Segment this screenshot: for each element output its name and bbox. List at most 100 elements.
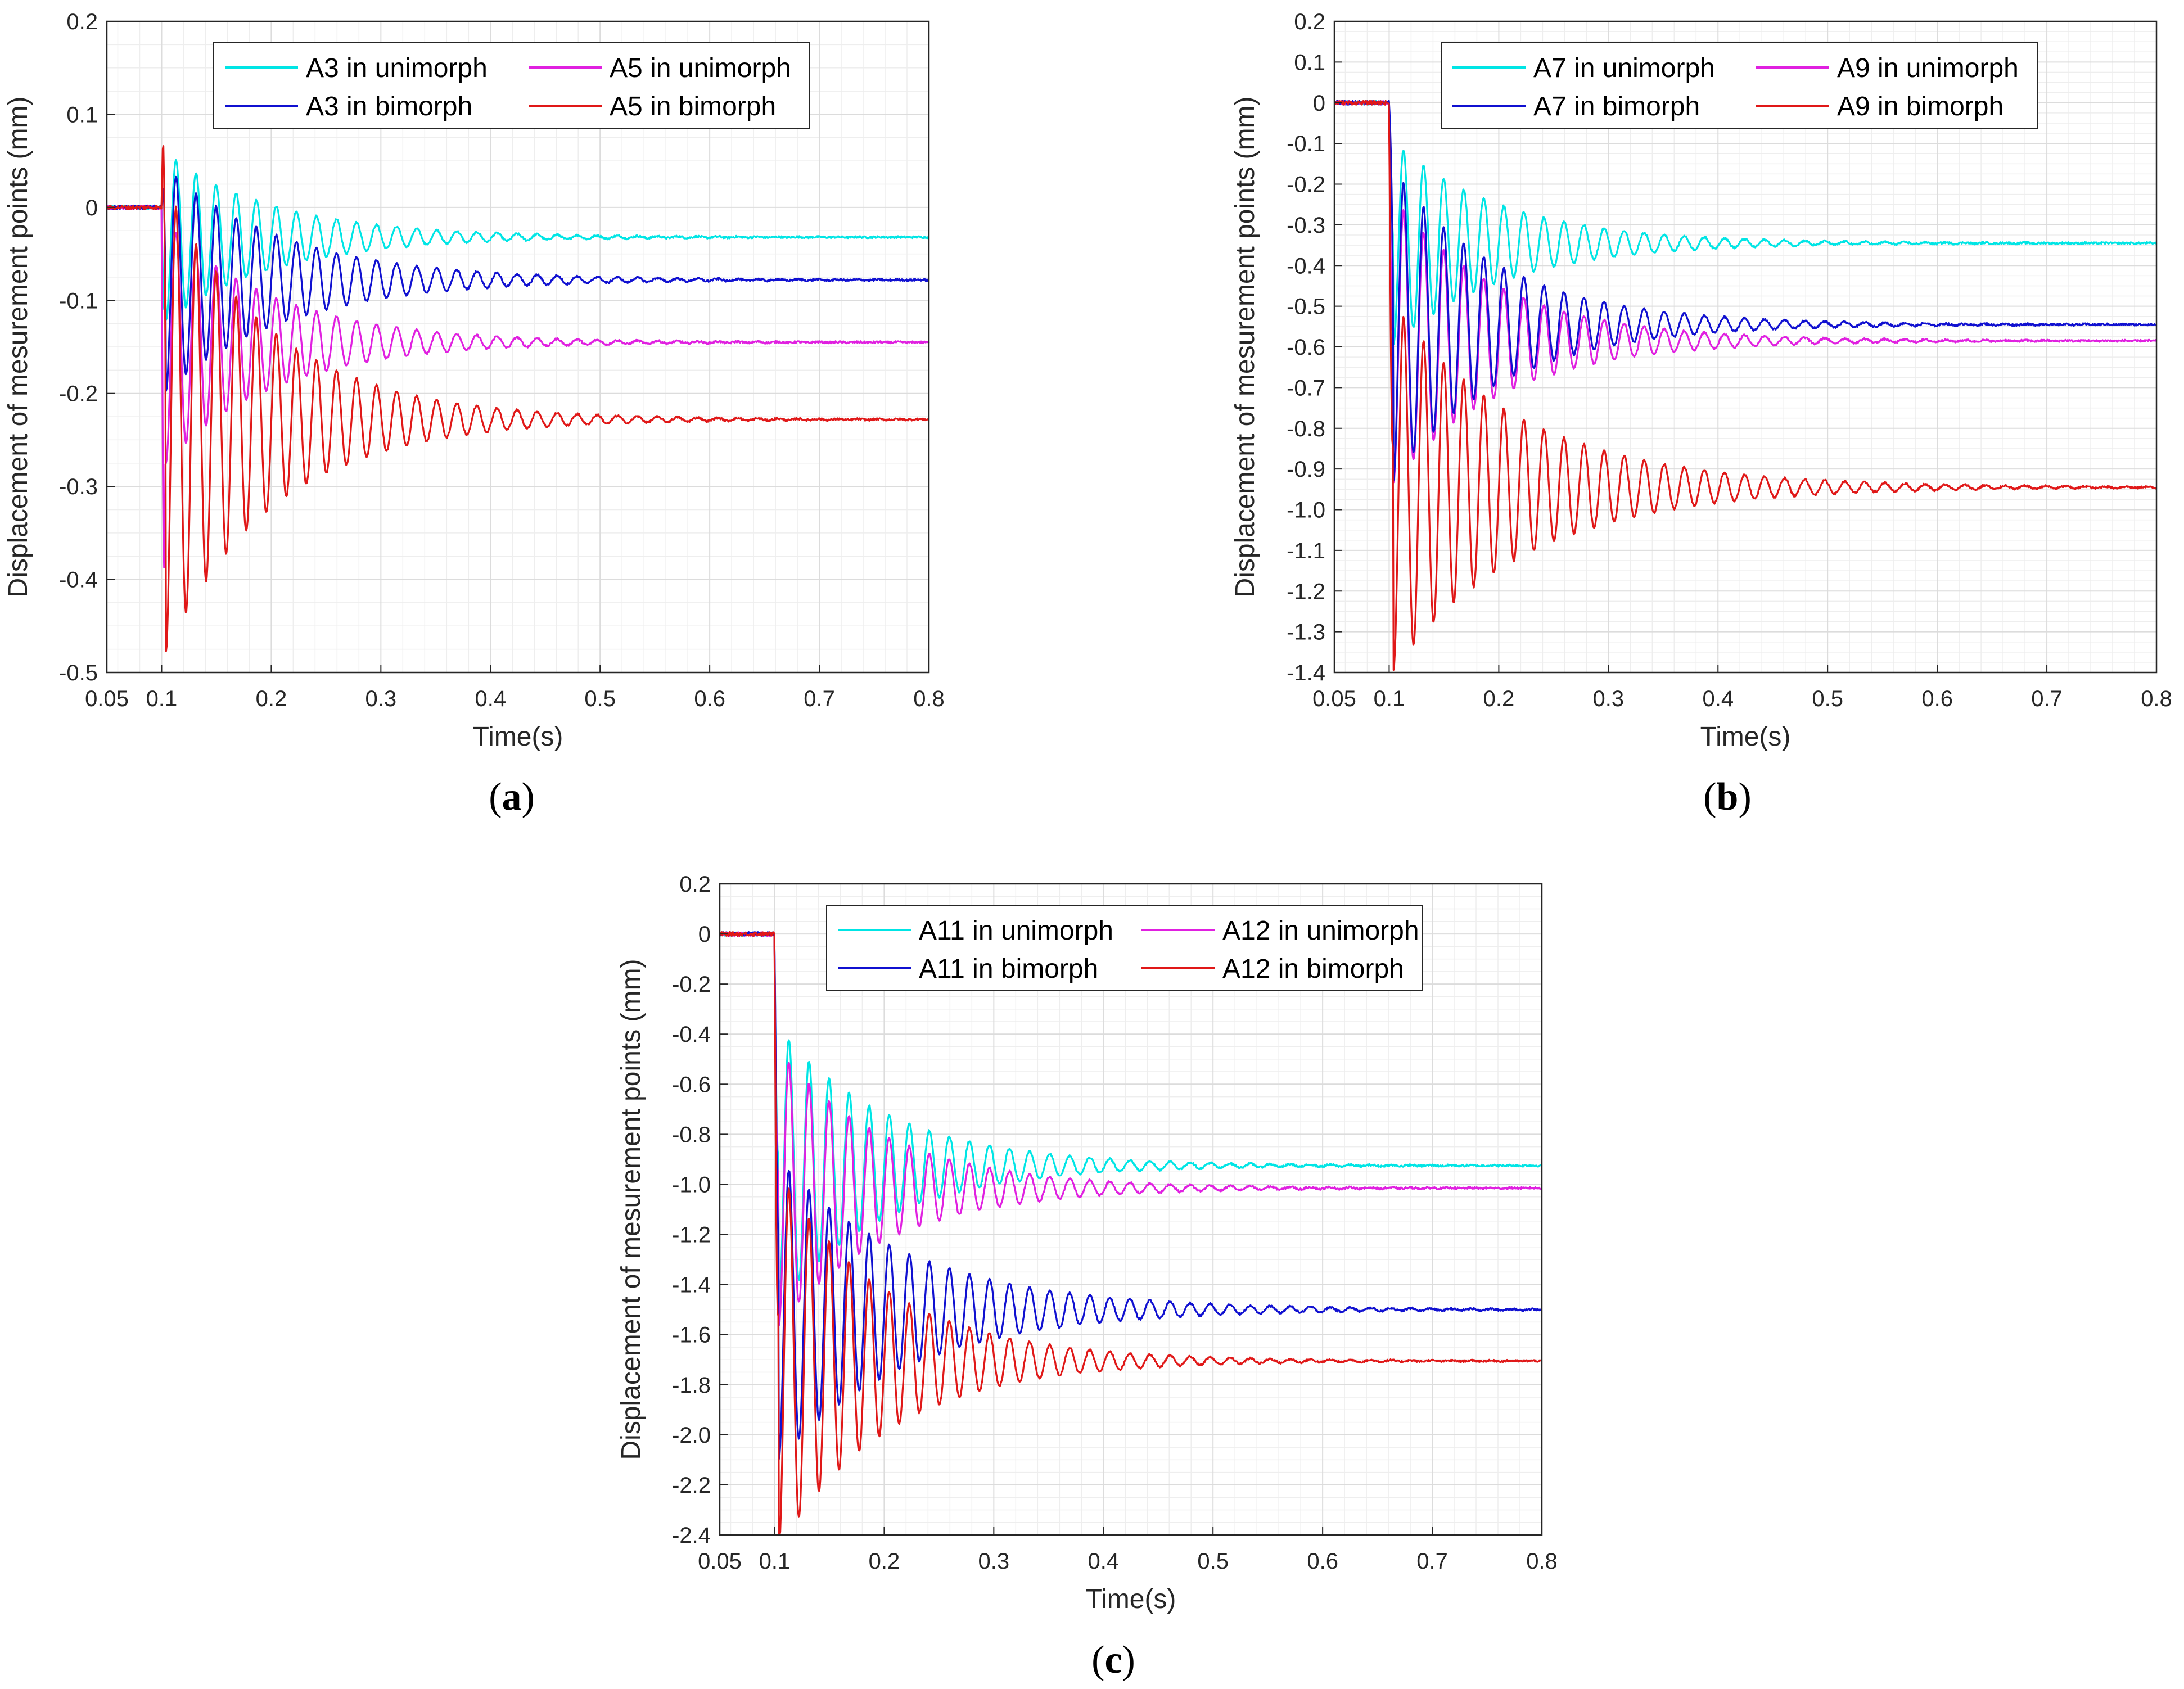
y-tick-label: -0.2 [672,972,711,997]
series-line-a11-in-unimorph [719,931,1543,1305]
x-tick-label: 0.05 [1312,687,1356,711]
panel-label: (a) [489,775,535,819]
y-tick-label: -2.0 [672,1423,711,1448]
y-tick-label: -0.3 [59,475,98,499]
y-tick-label: -0.5 [59,661,98,685]
y-tick-label: 0 [85,196,98,220]
y-tick-label: 0.1 [66,102,98,127]
x-tick-label: 0.4 [475,687,506,711]
legend-entry-a5-in-unimorph: A5 in unimorph [610,53,791,83]
legend-entry-a12-in-bimorph: A12 in bimorph [1222,954,1404,984]
y-tick-label: -1.2 [1287,579,1325,604]
y-tick-label: -1.3 [1287,620,1325,645]
legend-box [826,905,1423,991]
legend-entry-a7-in-bimorph: A7 in bimorph [1533,92,1700,121]
chart-panel-c: 0.05 0.1 0.2 0.3 0.4 0.5 0.6 0.7 0.8 0.2 0 -0.2 -0.4… [616,872,1558,1682]
series-line-a12-in-bimorph [719,931,1542,1536]
panel-label: (c) [1091,1638,1135,1682]
y-tick-label: -1.1 [1287,539,1325,563]
y-tick-label: -1.0 [1287,498,1325,523]
y-axis-label: Displacement of mesurement points (mm) [3,97,33,598]
y-tick-label: -0.4 [1287,254,1325,278]
y-axis-label: Displacement of mesurement points (mm) [1230,97,1260,598]
y-tick-label: -0.3 [1287,213,1325,238]
y-tick-label: -0.6 [1287,335,1325,360]
x-tick-label: 0.1 [759,1549,791,1574]
panel-letter: b [1717,775,1739,819]
chart-panel-b: 0.05 0.1 0.2 0.3 0.4 0.5 0.6 0.7 0.8 0.2 0.1 0 -0.1 -… [1230,10,2172,819]
series-line-a7-in-bimorph [1333,100,2157,481]
y-tick-label: -0.2 [59,382,98,407]
legend-entry-a5-in-bimorph: A5 in bimorph [610,92,776,121]
series-line-a11-in-bimorph [719,931,1542,1460]
y-tick-label: -0.4 [59,568,98,593]
x-tick-label: 0.8 [913,687,945,711]
y-tick-label: -1.8 [672,1373,711,1398]
x-tick-label: 0.5 [584,687,616,711]
y-tick-label: 0.2 [1294,10,1325,34]
y-axis-label: Displacement of mesurement points (mm) [616,959,646,1460]
legend: A11 in unimorph A12 in unimorph A11 in bim… [826,905,1423,991]
legend-entry-a12-in-unimorph: A12 in unimorph [1222,916,1419,946]
series-line-a3-in-bimorph [106,175,930,392]
x-tick-label: 0.3 [365,687,397,711]
x-tick-label: 0.1 [1374,687,1405,711]
x-tick-label: 0.6 [1921,687,1953,711]
legend-entry-a11-in-bimorph: A11 in bimorph [919,954,1098,984]
y-tick-label: -0.8 [672,1122,711,1147]
y-tick-label: -0.7 [1287,376,1325,400]
legend-entry-a9-in-bimorph: A9 in bimorph [1837,92,2003,121]
axes-box [719,883,1543,1536]
y-tick-label: -0.8 [1287,417,1325,441]
x-tick-label: 0.1 [146,687,178,711]
x-tick-label: 0.7 [804,687,835,711]
legend-box [213,42,810,129]
series-line-a3-in-unimorph [106,159,929,321]
y-tick-label: -1.4 [1287,661,1325,685]
legend: A3 in unimorph A5 in unimorph A3 in bimorp… [213,42,810,129]
y-tick-label: 0 [1313,91,1325,116]
x-tick-label: 0.6 [694,687,725,711]
y-tick-label: -0.1 [59,288,98,313]
y-tick-label: -0.5 [1287,295,1325,319]
x-tick-label: 0.2 [256,687,287,711]
x-tick-label: 0.05 [85,687,129,711]
x-tick-label: 0.6 [1307,1549,1338,1574]
series-line-a12-in-unimorph [719,931,1542,1326]
x-tick-label: 0.8 [2141,687,2172,711]
y-tick-label: -1.6 [672,1323,711,1348]
series-line-a7-in-unimorph [1333,100,2158,346]
panel-label: (b) [1703,775,1752,819]
x-tick-label: 0.7 [2031,687,2063,711]
x-tick-label: 0.5 [1812,687,1843,711]
x-axis-label: Time(s) [473,722,563,752]
x-tick-label: 0.4 [1088,1549,1119,1574]
x-tick-label: 0.2 [1483,687,1515,711]
y-tick-label: 0 [698,922,711,947]
legend-entry-a3-in-bimorph: A3 in bimorph [306,92,472,121]
y-tick-label: 0.2 [679,872,711,897]
x-tick-label: 0.3 [1593,687,1625,711]
x-tick-label: 0.8 [1526,1549,1558,1574]
legend-entry-a11-in-unimorph: A11 in unimorph [919,916,1113,946]
legend-entry-a7-in-unimorph: A7 in unimorph [1533,53,1715,83]
axes-box [106,20,930,674]
x-tick-label: 0.4 [1702,687,1734,711]
y-tick-label: -2.4 [672,1523,711,1548]
legend: A7 in unimorph A9 in unimorph A7 in bimorp… [1441,42,2038,129]
y-tick-label: -0.2 [1287,173,1325,197]
panel-letter: a [502,775,522,819]
x-axis-label: Time(s) [1700,722,1791,752]
series-line-a5-in-bimorph [106,145,929,652]
y-tick-label: -0.6 [672,1072,711,1097]
y-tick-label: 0.2 [66,10,98,34]
x-axis-label: Time(s) [1086,1584,1176,1614]
y-tick-label: 0.1 [1294,50,1325,75]
legend-entry-a9-in-unimorph: A9 in unimorph [1837,53,2019,83]
y-tick-label: -0.4 [672,1022,711,1047]
x-tick-label: 0.5 [1197,1549,1229,1574]
panel-letter: c [1104,1638,1122,1682]
series-line-a5-in-unimorph [106,204,930,568]
y-tick-label: -1.4 [672,1273,711,1298]
y-tick-label: -1.0 [672,1172,711,1197]
